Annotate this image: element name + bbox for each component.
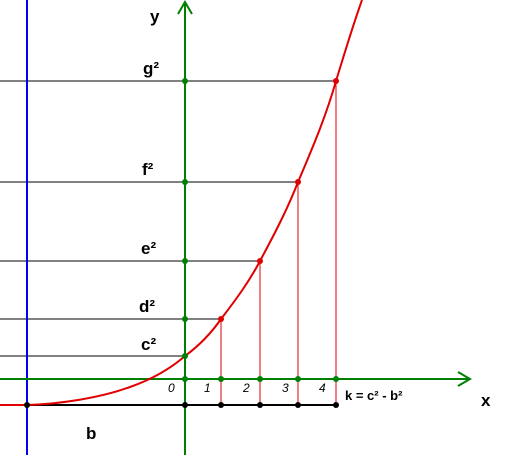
base-dots — [24, 402, 339, 408]
tick-label: 0 — [168, 381, 175, 395]
segment-label: b — [86, 424, 96, 443]
level-label: g² — [143, 59, 159, 78]
y-axis-label: y — [150, 7, 160, 26]
level-label: f² — [142, 160, 154, 179]
tick-label: 3 — [282, 381, 289, 395]
curve-dots — [218, 78, 339, 322]
tick-label: 1 — [204, 381, 211, 395]
axis-dots — [182, 78, 339, 382]
curve — [0, 0, 363, 406]
level-label: c² — [141, 335, 156, 354]
formula: k = c² - b² — [345, 388, 403, 403]
level-label: d² — [139, 297, 155, 316]
level-label: e² — [141, 239, 156, 258]
tick-label: 4 — [319, 381, 326, 395]
x-axis-label: x — [481, 391, 491, 410]
tick-label: 2 — [242, 381, 250, 395]
level-lines — [0, 80, 336, 406]
